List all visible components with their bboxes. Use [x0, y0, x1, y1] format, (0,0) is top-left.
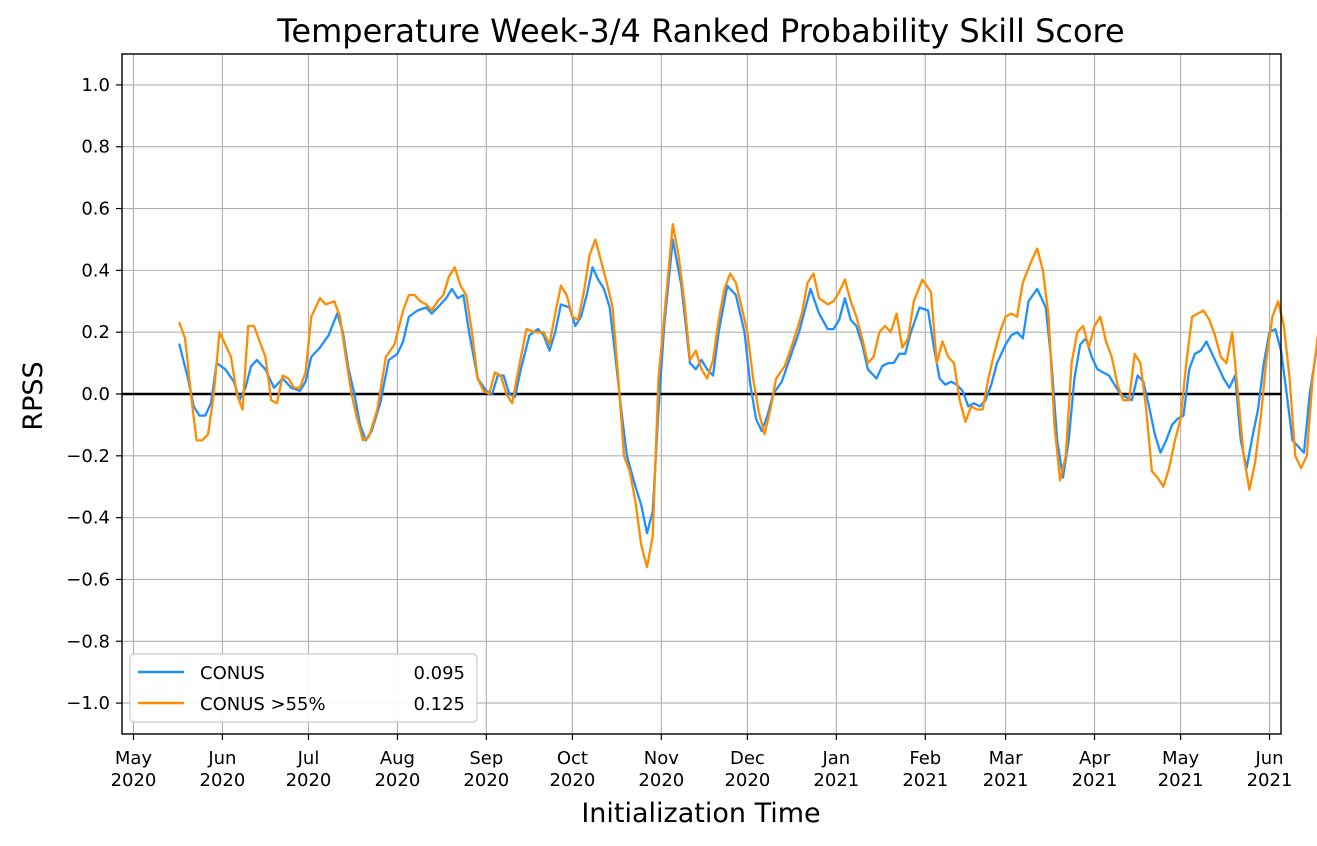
x-tick-label-month: Dec [730, 748, 765, 769]
y-axis-ticks: 1.0 0.8 0.6 0.4 0.2 0.0 −0.2 −0.4 −0.6 −0.8 −1.0 [66, 75, 122, 714]
x-tick-label-month: May [115, 748, 153, 769]
x-tick-label-year: 2021 [1158, 770, 1204, 791]
x-tick-label-month: Jun [1254, 748, 1283, 769]
chart-title: Temperature Week-3/4 Ranked Probability … [276, 12, 1124, 50]
x-tick-label: Feb 2021 [902, 748, 948, 791]
x-tick-label-year: 2021 [1247, 770, 1293, 791]
x-axis-label: Initialization Time [581, 798, 820, 829]
x-tick-label: Dec 2020 [724, 748, 770, 791]
y-tick-label: −0.2 [66, 446, 110, 467]
y-tick-label: 0.2 [81, 322, 110, 343]
y-axis-label: RPSS [18, 361, 49, 430]
x-tick-label: Jun 2020 [200, 748, 246, 791]
x-tick-label-month: Mar [989, 748, 1024, 769]
x-tick-label-month: Apr [1079, 748, 1111, 769]
x-tick-label: Jun 2021 [1247, 748, 1293, 791]
series-line-conus [178, 238, 1317, 535]
x-tick-label-year: 2020 [374, 770, 420, 791]
x-tick-label-year: 2020 [200, 770, 246, 791]
legend-value-conus-55: 0.125 [413, 694, 465, 715]
x-tick-label: Aug 2020 [374, 748, 420, 791]
x-tick-label-month: Sep [469, 748, 503, 769]
x-tick-label-month: Jan [821, 748, 850, 769]
x-tick-label: Apr 2021 [1072, 748, 1118, 791]
x-tick-label-month: Jul [297, 748, 320, 769]
x-tick-label-year: 2020 [111, 770, 157, 791]
x-tick-label: May 2020 [111, 748, 157, 791]
y-tick-label: 0.4 [81, 260, 110, 281]
x-tick-label-month: May [1162, 748, 1200, 769]
x-tick-label-year: 2021 [813, 770, 859, 791]
y-tick-label: −0.4 [66, 508, 110, 529]
x-tick-label-year: 2020 [638, 770, 684, 791]
legend-box [129, 653, 478, 723]
x-tick-label: Oct 2020 [549, 748, 595, 791]
x-tick-label: Mar 2021 [983, 748, 1029, 791]
x-tick-label: Nov 2020 [638, 748, 684, 791]
x-tick-label-year: 2020 [549, 770, 595, 791]
x-tick-label-month: Oct [557, 748, 588, 769]
x-tick-label: Sep 2020 [463, 748, 509, 791]
x-tick-label-year: 2021 [902, 770, 948, 791]
x-tick-label-year: 2020 [463, 770, 509, 791]
x-tick-label-month: Feb [909, 748, 941, 769]
y-tick-label: −1.0 [66, 693, 110, 714]
x-tick-label: Jan 2021 [813, 748, 859, 791]
y-tick-label: 0.6 [81, 199, 110, 220]
legend-label-conus-55: CONUS >55% [200, 694, 326, 715]
y-tick-label: 0.0 [81, 384, 110, 405]
x-tick-label-year: 2021 [983, 770, 1029, 791]
legend-value-conus: 0.095 [413, 663, 465, 684]
y-tick-label: 0.8 [81, 137, 110, 158]
y-tick-label: −0.8 [66, 631, 110, 652]
x-tick-label-month: Nov [644, 748, 679, 769]
x-tick-label-year: 2020 [286, 770, 332, 791]
x-tick-label-year: 2021 [1072, 770, 1118, 791]
x-tick-label-month: Jun [207, 748, 236, 769]
legend-label-conus: CONUS [200, 663, 265, 684]
series-group [178, 222, 1317, 569]
series-line-conus-55 [178, 222, 1317, 569]
x-tick-label-month: Aug [380, 748, 415, 769]
y-tick-label: −0.6 [66, 569, 110, 590]
y-tick-label: 1.0 [81, 75, 110, 96]
x-tick-label-year: 2020 [724, 770, 770, 791]
legend: CONUS 0.095 CONUS >55% 0.125 [129, 653, 478, 723]
x-tick-label: May 2021 [1158, 748, 1204, 791]
x-tick-label: Jul 2020 [286, 748, 332, 791]
